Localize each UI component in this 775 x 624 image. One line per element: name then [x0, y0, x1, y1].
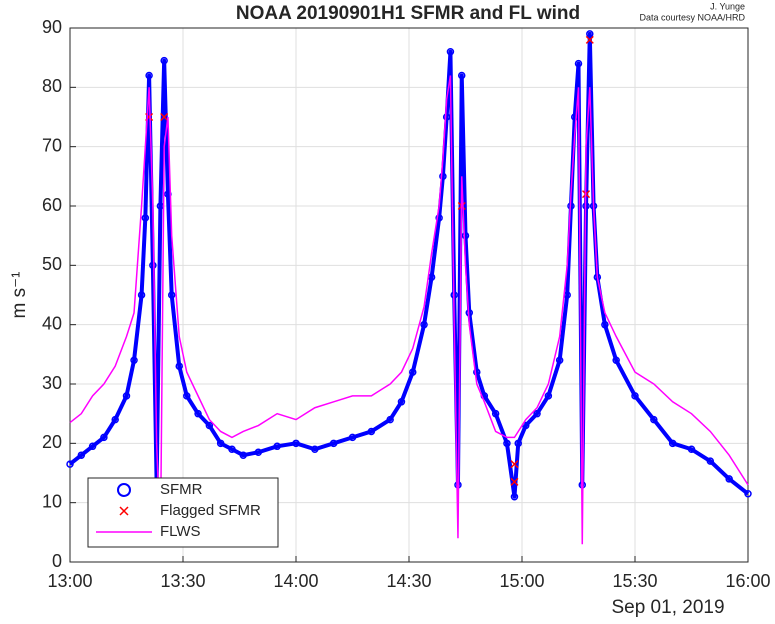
sfmr-point — [273, 442, 281, 451]
sfmr-point — [446, 47, 455, 56]
legend-label: Flagged SFMR — [160, 502, 261, 519]
y-axis-label: m s⁻¹ — [9, 272, 30, 319]
sfmr-point — [149, 261, 157, 270]
y-tick-label: 40 — [42, 313, 62, 333]
x-tick-label: 14:00 — [273, 571, 318, 591]
sfmr-point — [141, 214, 150, 222]
sfmr-point — [397, 398, 406, 406]
flagged-point — [510, 477, 519, 486]
y-tick-label: 10 — [42, 491, 62, 511]
sfmr-point — [555, 356, 564, 365]
sfmr-point — [183, 392, 191, 400]
sfmr-point — [744, 490, 752, 498]
sfmr-point — [111, 415, 119, 424]
y-tick-label: 20 — [42, 432, 62, 452]
sfmr-point — [439, 172, 447, 181]
sfmr-point — [329, 439, 338, 448]
sfmr-point — [601, 320, 609, 329]
y-tick-label: 80 — [42, 76, 62, 96]
sfmr-point — [100, 433, 108, 442]
sfmr-point — [420, 320, 428, 329]
sfmr-point — [491, 409, 500, 418]
sfmr-point — [205, 421, 214, 430]
sfmr-point — [367, 427, 376, 436]
sfmr-point — [706, 457, 715, 465]
plot-frame — [69, 27, 749, 563]
flagged-point — [160, 112, 169, 122]
x-tick-label: 13:00 — [47, 571, 92, 591]
sfmr-point — [570, 113, 579, 121]
sfmr-point — [631, 392, 639, 400]
x-tick-label: 15:00 — [499, 571, 544, 591]
sfmr-point — [66, 460, 74, 468]
sfmr-point — [514, 439, 522, 448]
legend-label: SFMR — [160, 481, 203, 498]
y-tick-label: 60 — [42, 195, 62, 215]
y-tick-label: 0 — [52, 551, 62, 571]
sfmr-point — [544, 392, 553, 400]
sfmr-point — [216, 439, 225, 448]
sfmr-point — [687, 445, 696, 454]
chart-title: NOAA 20190901H1 SFMR and FL wind — [236, 3, 580, 24]
sfmr-point — [167, 291, 176, 299]
sfmr-point — [473, 368, 481, 376]
sfmr-point — [88, 442, 97, 451]
sfmr-point — [503, 439, 511, 448]
sfmr-point — [612, 356, 620, 365]
sfmr-point — [254, 448, 263, 456]
x-tick-label: 15:30 — [612, 571, 657, 591]
sfmr-point — [510, 492, 519, 501]
sfmr-point — [292, 439, 300, 448]
sfmr-point — [175, 362, 183, 370]
sfmr-point — [650, 415, 658, 424]
flagged-point — [510, 460, 519, 469]
y-tick-label: 50 — [42, 254, 62, 274]
y-tick-label: 70 — [42, 135, 62, 155]
sfmr-point — [586, 30, 594, 38]
sfmr-point — [348, 433, 357, 442]
legend-symbol — [117, 483, 131, 497]
sfmr-point — [228, 445, 236, 454]
sfmr-point — [725, 475, 733, 483]
sfmr-point — [160, 56, 168, 65]
sfmr-point — [77, 451, 86, 459]
x-tick-label: 16:00 — [725, 571, 770, 591]
x-tick-label: 14:30 — [386, 571, 431, 591]
sfmr-point — [435, 214, 443, 222]
sfmr-point — [130, 356, 138, 365]
flagged-point — [585, 35, 594, 44]
sfmr-point — [457, 71, 466, 80]
annotation: Data courtesy NOAA/HRD — [639, 12, 745, 22]
legend-box — [87, 477, 279, 548]
sfmr-point — [442, 113, 451, 121]
y-tick-label: 90 — [42, 17, 62, 37]
legend-label: FLWS — [160, 523, 201, 540]
legend-symbol — [119, 506, 129, 516]
y-tick-label: 30 — [42, 373, 62, 393]
annotation: J. Yunge — [710, 1, 745, 11]
sfmr-trace — [68, 31, 750, 499]
sfmr-point — [122, 392, 131, 400]
sfmr-point — [239, 451, 248, 459]
sfmr-point — [311, 445, 319, 454]
x-axis-label: Sep 01, 2019 — [611, 597, 724, 618]
sfmr-point — [668, 439, 677, 448]
sfmr-point — [574, 59, 583, 68]
sfmr-point — [194, 409, 202, 418]
sfmr-point — [461, 231, 470, 240]
sfmr-point — [386, 415, 394, 424]
sfmr-point — [137, 291, 146, 299]
sfmr-point — [409, 368, 417, 376]
x-tick-label: 13:30 — [160, 571, 205, 591]
sfmr-point — [145, 71, 153, 80]
sfmr-point — [533, 409, 541, 418]
